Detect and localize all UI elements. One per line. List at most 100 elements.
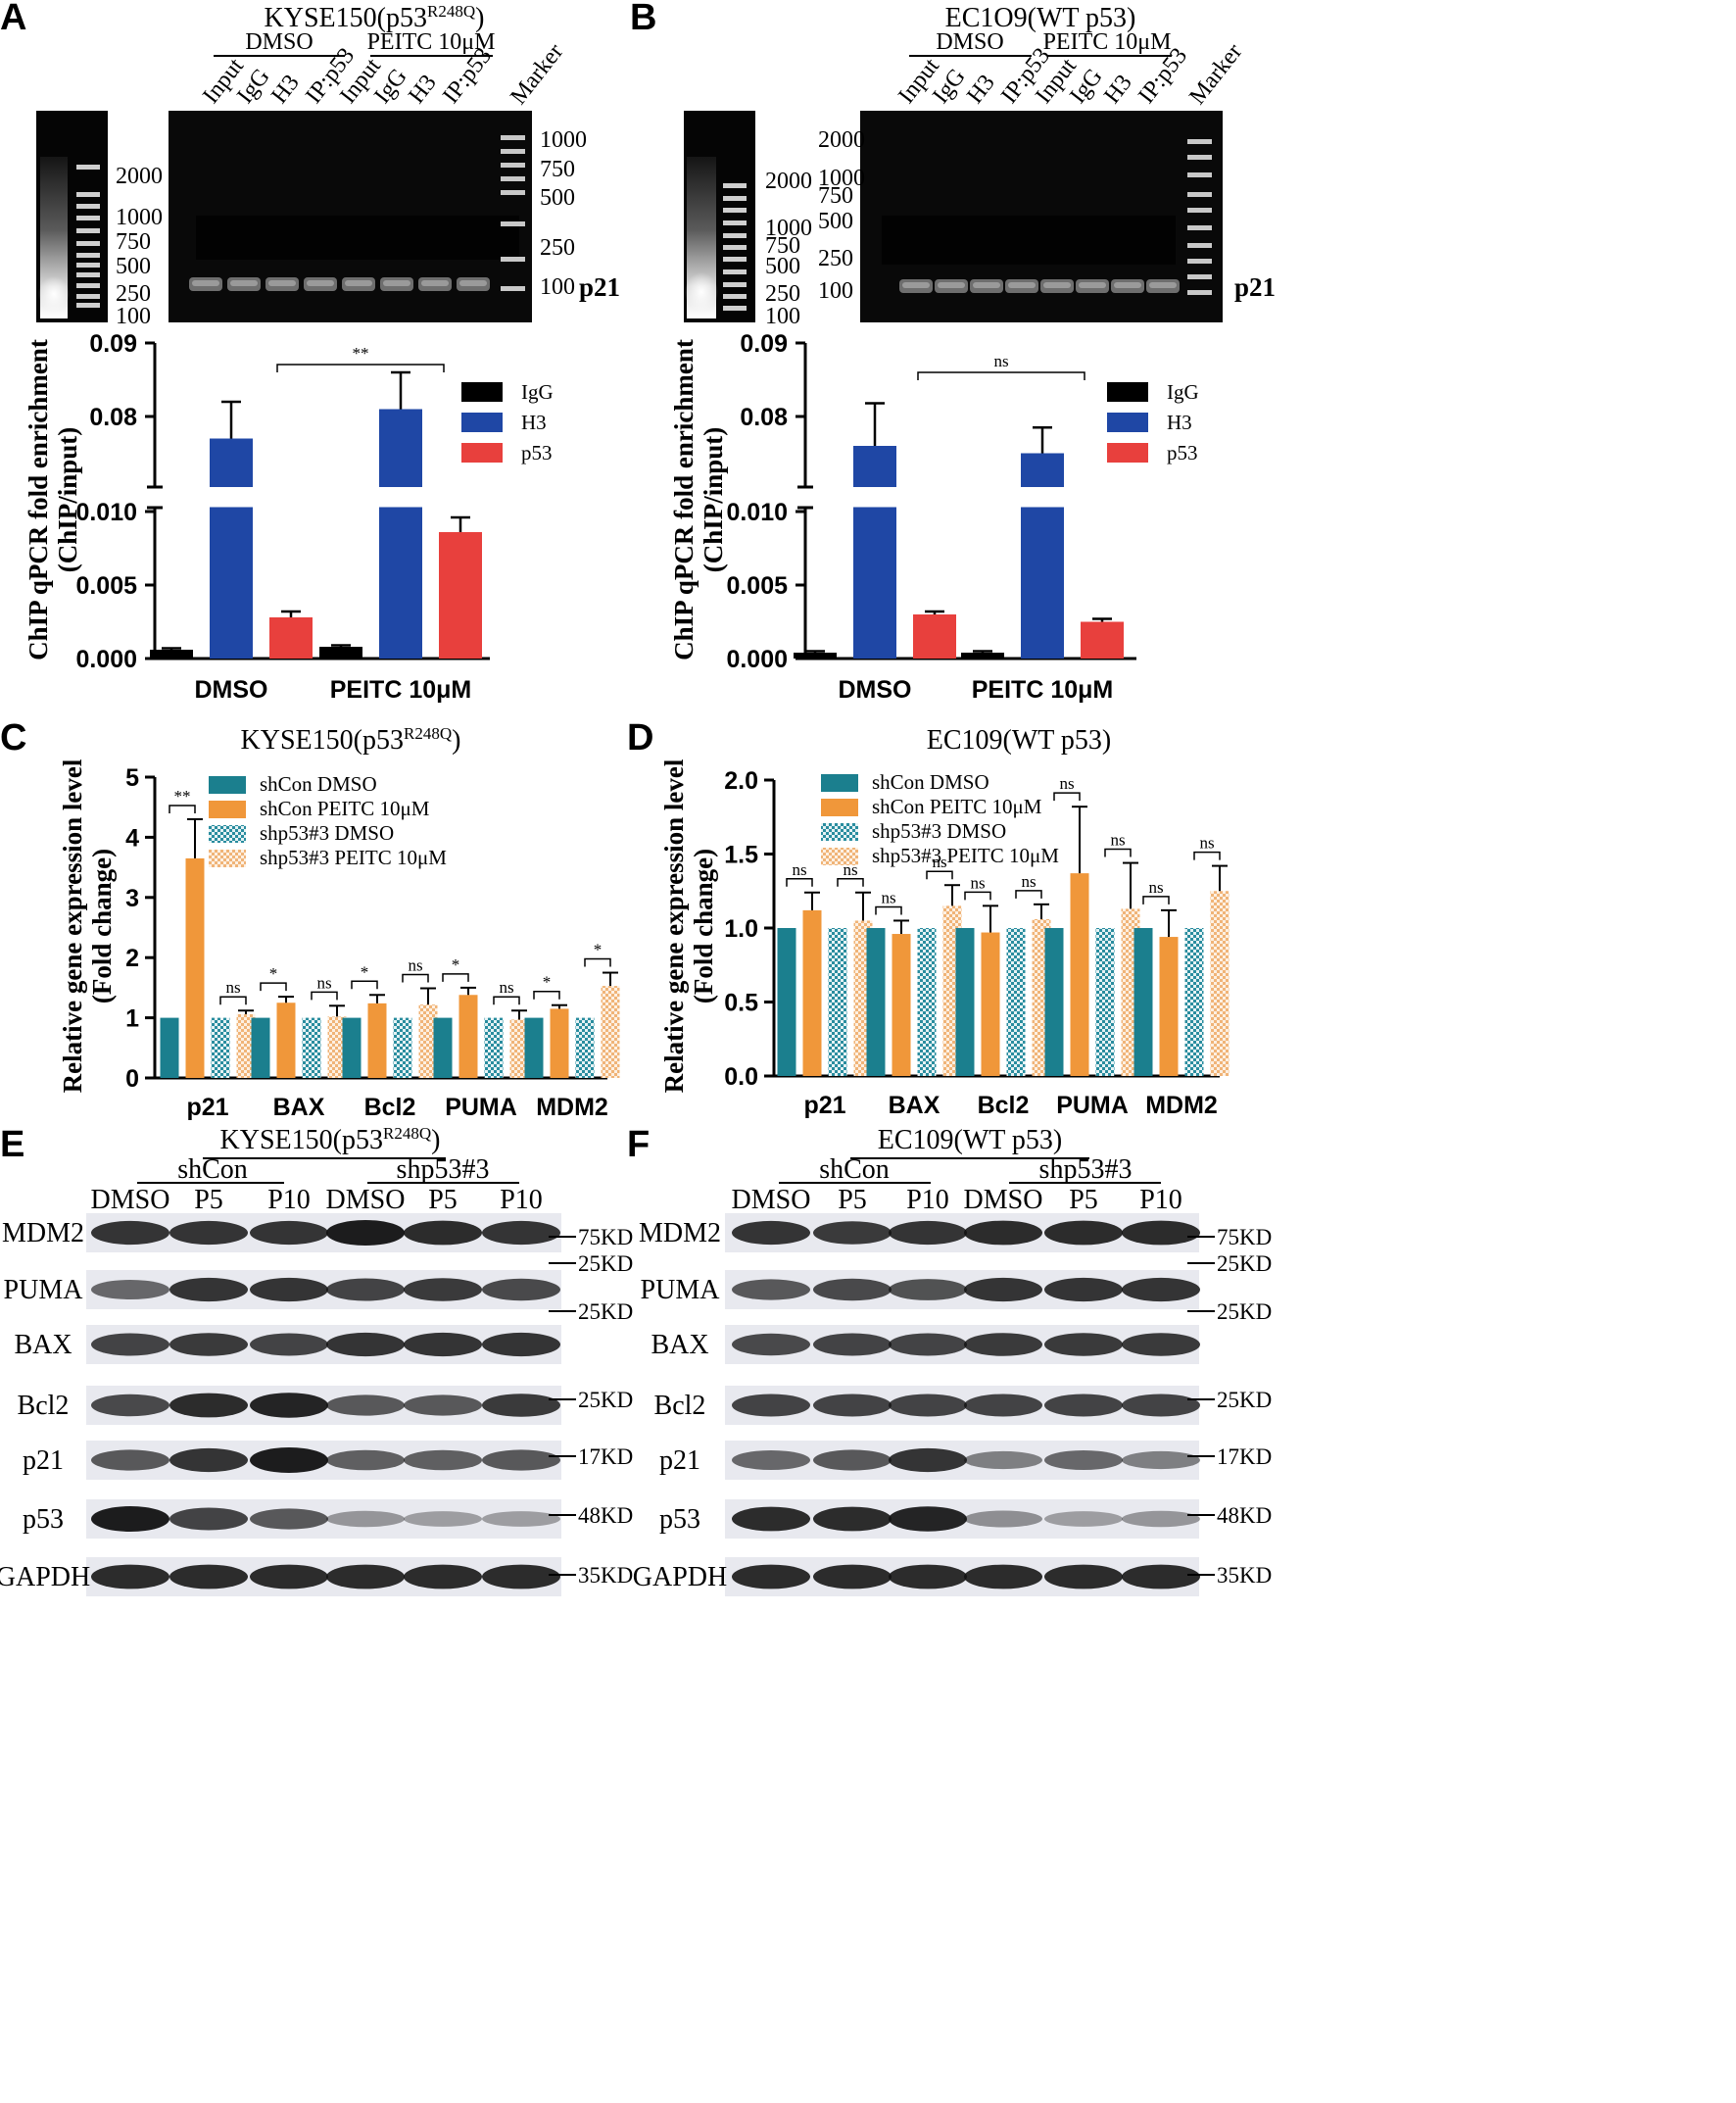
marker-band xyxy=(1187,172,1212,177)
significance-label: * xyxy=(269,964,278,983)
significance-bracket xyxy=(786,878,813,887)
kd-marker-label: 75KD xyxy=(1217,1225,1272,1249)
ladder-band xyxy=(76,283,100,288)
ladder-band xyxy=(76,204,100,209)
significance-label: ns xyxy=(408,956,422,975)
bar xyxy=(458,995,478,1078)
y-tick-label: 3 xyxy=(125,885,139,912)
bar xyxy=(913,614,956,659)
significance-label: * xyxy=(361,962,369,981)
bar xyxy=(185,857,205,1078)
blot-lane-label: P5 xyxy=(194,1185,223,1215)
marker-band xyxy=(501,149,525,154)
x-category-label: PUMA xyxy=(445,1094,517,1121)
bar xyxy=(379,507,422,659)
ladder-size-label: 2000 xyxy=(765,169,812,194)
blot-lane-label: P5 xyxy=(838,1185,867,1215)
protein-band xyxy=(1044,1220,1123,1246)
ladder-size-label: 250 xyxy=(116,281,151,307)
protein-band xyxy=(91,1394,169,1417)
panel-e-title: KYSE150(p53R248Q) xyxy=(220,1124,441,1155)
x-category-label: BAX xyxy=(273,1094,325,1121)
legend-label: shCon PEITC 10μM xyxy=(260,797,430,820)
ladder-band xyxy=(76,263,100,268)
ladder-size-label: 1000 xyxy=(540,127,587,153)
ladder-size-label: 250 xyxy=(765,281,800,307)
protein-band xyxy=(326,1564,405,1589)
y-tick-label: 0.000 xyxy=(75,646,137,673)
bar xyxy=(575,1017,595,1078)
ladder-band xyxy=(76,216,100,220)
bar xyxy=(319,647,362,659)
ladder-band xyxy=(723,208,747,213)
significance-bracket xyxy=(584,957,611,967)
bar xyxy=(955,928,975,1076)
y-tick-label: 0.5 xyxy=(724,990,758,1017)
legend-label: p53 xyxy=(1167,441,1198,465)
protein-band xyxy=(169,1277,248,1302)
legend-swatch xyxy=(461,413,503,432)
kd-marker-label: 48KD xyxy=(578,1503,633,1528)
y-tick-label: 1 xyxy=(125,1005,139,1033)
blot-protein-label: GAPDH xyxy=(633,1562,727,1592)
marker-band xyxy=(1187,290,1212,295)
protein-band xyxy=(964,1564,1042,1589)
protein-band xyxy=(91,1280,169,1299)
significance-bracket xyxy=(917,371,1085,380)
marker-band xyxy=(501,190,525,195)
y-axis-label: ChIP qPCR fold enrichment xyxy=(24,339,53,660)
protein-band xyxy=(250,1220,328,1246)
blot-protein-label: PUMA xyxy=(641,1275,721,1305)
x-category-label: p21 xyxy=(803,1092,845,1119)
group-label-dmso-b: DMSO xyxy=(936,29,1003,55)
kd-marker-label: 75KD xyxy=(578,1225,633,1249)
significance-label: ** xyxy=(353,344,369,363)
ladder-band xyxy=(723,294,747,299)
panel-d-title: EC109(WT p53) xyxy=(927,725,1111,756)
marker-band xyxy=(501,176,525,181)
ladder-band xyxy=(76,253,100,258)
protein-band xyxy=(482,1278,560,1301)
significance-bracket xyxy=(442,973,469,982)
significance-label: * xyxy=(452,955,460,974)
expression-chart-c: 0 1 2 3 4 5 Relative gene expression level (Fol… xyxy=(58,758,620,1121)
marker-band xyxy=(1187,139,1212,144)
legend-swatch xyxy=(1107,413,1148,432)
ladder-size-label: 250 xyxy=(540,235,575,261)
bar xyxy=(866,928,886,1076)
blot-protein-label: BAX xyxy=(651,1330,708,1360)
x-category-label: Bcl2 xyxy=(364,1094,416,1121)
x-category-label: DMSO xyxy=(195,676,268,704)
protein-band xyxy=(91,1333,169,1356)
significance-bracket xyxy=(351,980,378,990)
bar xyxy=(601,986,620,1078)
ladder-size-label: 100 xyxy=(116,304,151,329)
blot-lane-label: DMSO xyxy=(964,1185,1043,1215)
marker-band xyxy=(1187,208,1212,213)
ladder-band xyxy=(76,165,100,170)
bar xyxy=(961,653,1004,659)
protein-band xyxy=(250,1393,328,1418)
significance-bracket xyxy=(169,805,196,813)
protein-band xyxy=(482,1449,560,1471)
ladder-size-label: 750 xyxy=(116,229,151,255)
protein-band xyxy=(91,1564,169,1589)
pcr-product-band-glow xyxy=(1149,282,1177,288)
x-category-label: BAX xyxy=(889,1092,940,1119)
blot-lane-label: P10 xyxy=(906,1185,949,1215)
ladder-size-label: 250 xyxy=(818,246,853,271)
significance-bracket xyxy=(1015,890,1042,899)
x-category-label: PUMA xyxy=(1056,1092,1129,1119)
protein-band xyxy=(482,1394,560,1417)
blot-lane-label: P10 xyxy=(500,1185,543,1215)
blot-lane-label: DMSO xyxy=(732,1185,811,1215)
ladder-bands-left-a xyxy=(76,165,100,308)
bar xyxy=(236,1013,256,1078)
pcr-product-band-glow xyxy=(1114,282,1141,288)
x-category-label: MDM2 xyxy=(536,1094,608,1121)
ladder-band xyxy=(76,303,100,308)
gel-product-bands-b xyxy=(899,279,1180,293)
kd-marker-label: 25KD xyxy=(578,1388,633,1412)
y-tick-label: 1.0 xyxy=(724,915,758,943)
